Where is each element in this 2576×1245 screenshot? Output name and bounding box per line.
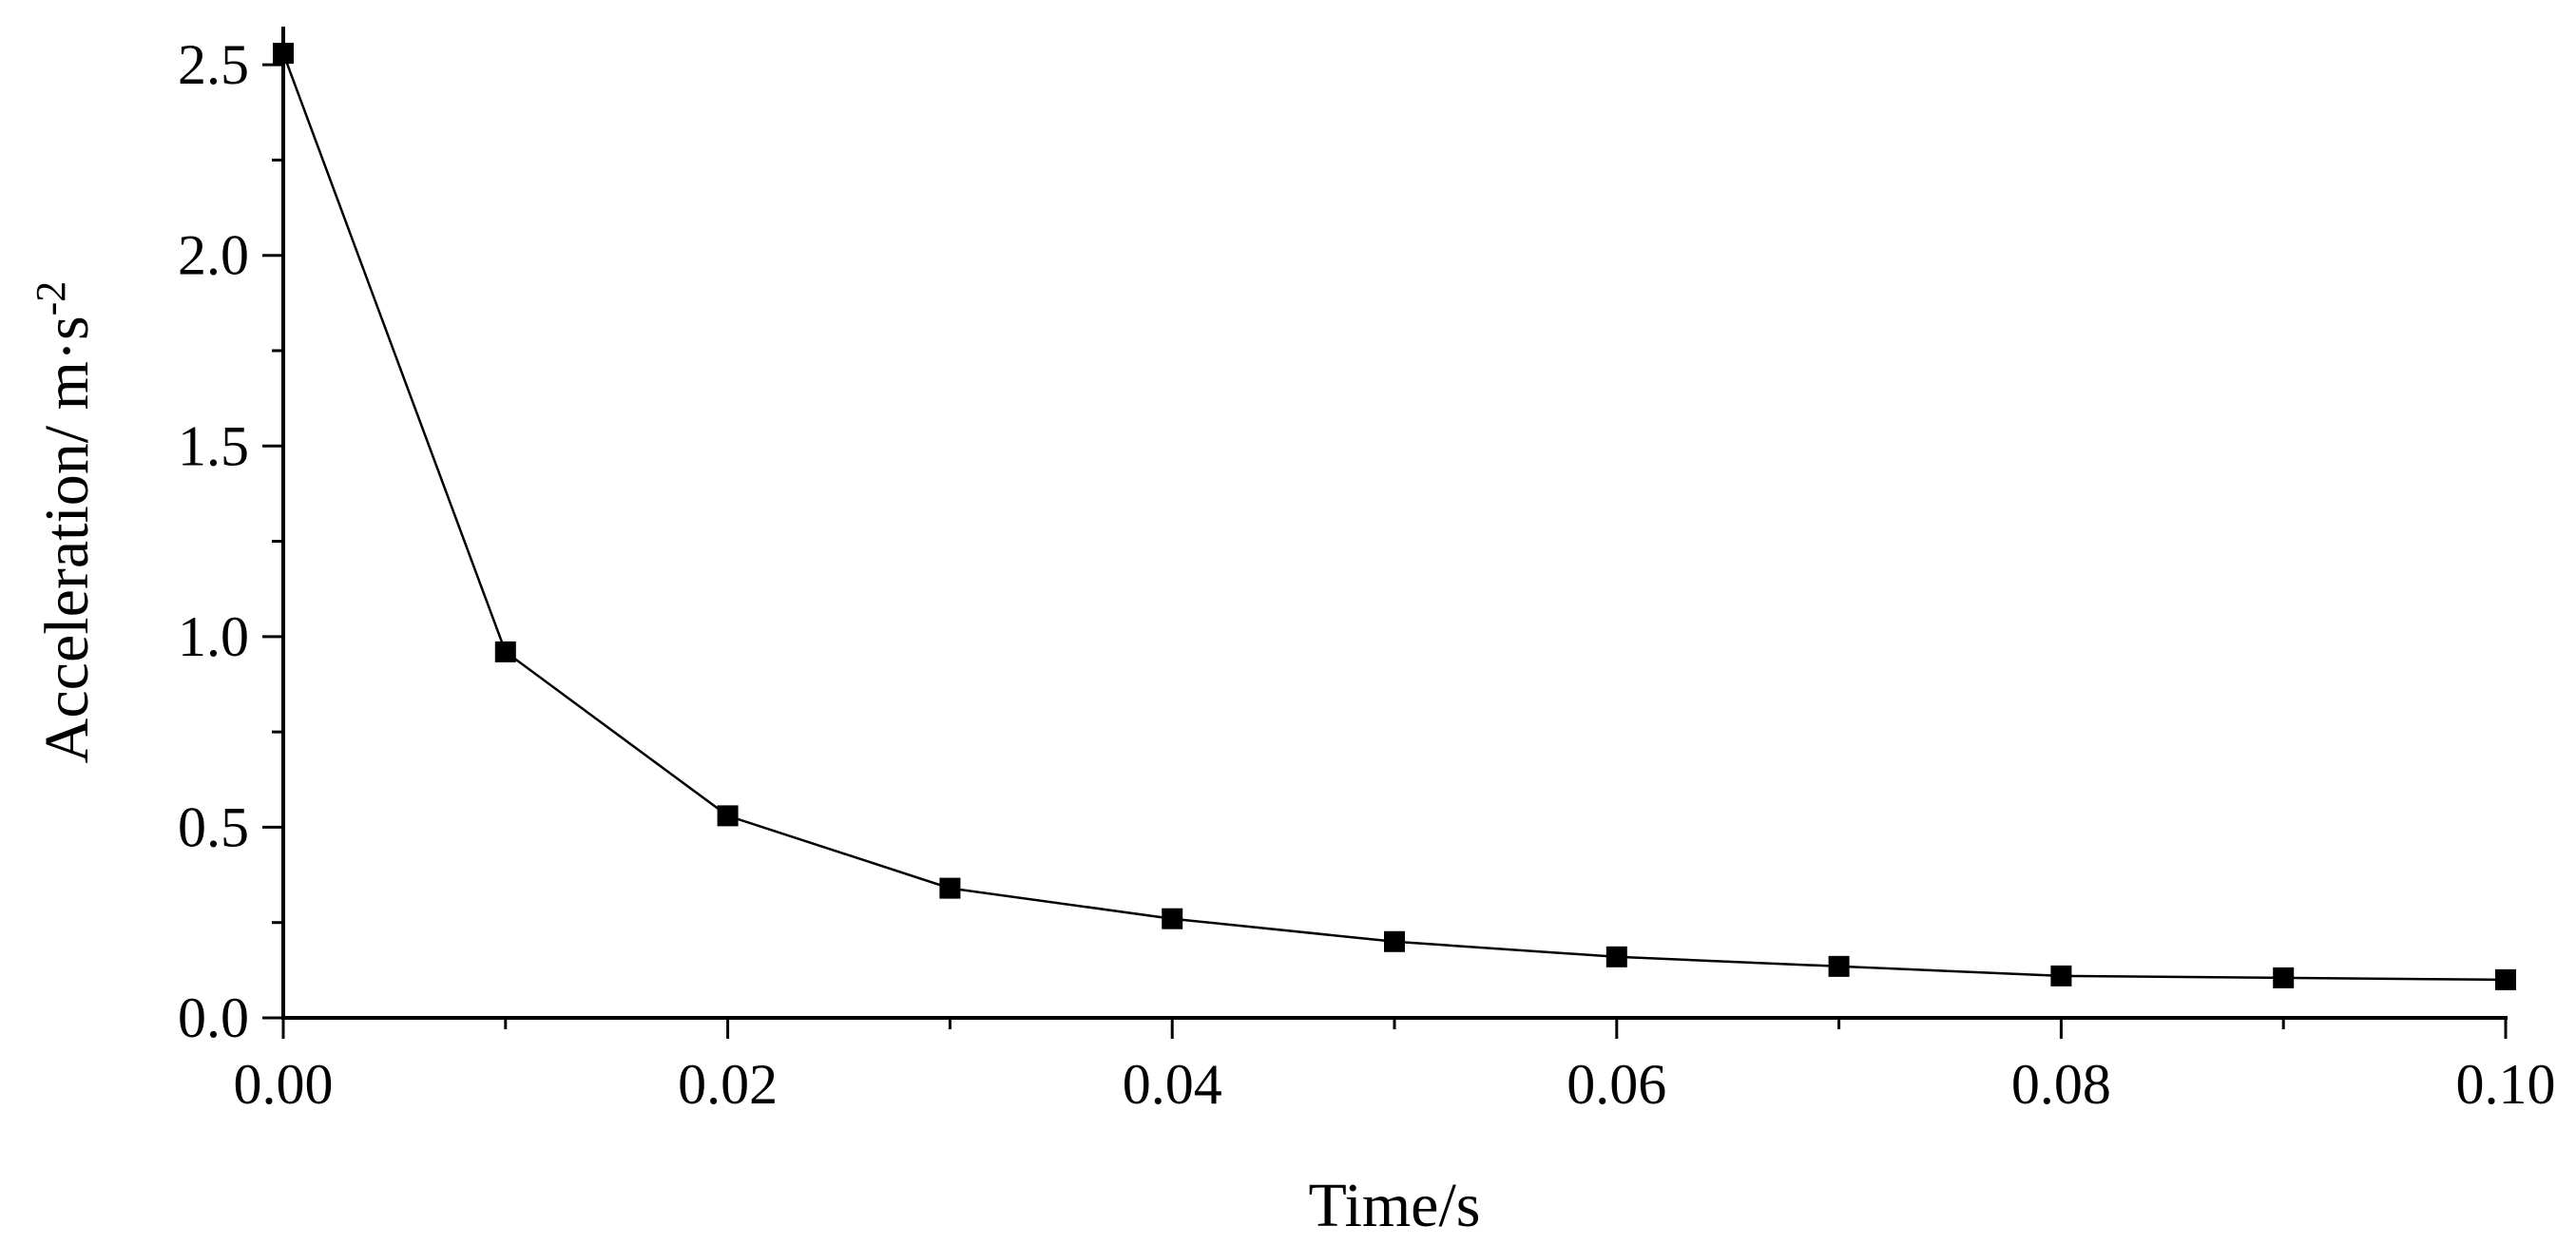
y-tick-label: 2.0 xyxy=(178,224,249,287)
x-tick-label: 0.04 xyxy=(1123,1053,1222,1116)
x-tick-label: 0.00 xyxy=(234,1053,334,1116)
series-line xyxy=(281,52,2507,982)
x-axis-title: Time/s xyxy=(1309,1171,1481,1240)
y-axis-title-main: Acceleration/ m·s xyxy=(32,316,102,763)
data-point-marker xyxy=(2050,965,2072,986)
data-point-marker xyxy=(1605,946,1627,967)
data-point-marker xyxy=(1162,908,1183,929)
data-point-marker xyxy=(717,805,739,827)
y-tick-label: 2.5 xyxy=(178,33,249,96)
y-tick-label: 1.5 xyxy=(178,414,249,477)
data-point-marker xyxy=(2495,968,2516,990)
data-point-marker xyxy=(1828,955,1850,977)
series-layer xyxy=(273,43,2516,990)
y-tick-label: 0.5 xyxy=(178,795,249,858)
y-tick-label: 1.0 xyxy=(178,605,249,668)
data-point-marker xyxy=(1384,930,1405,952)
data-point-marker xyxy=(939,877,961,899)
data-point-marker xyxy=(494,641,516,662)
y-axis-title-superscript: -2 xyxy=(28,281,74,316)
y-tick-label: 0.0 xyxy=(178,986,249,1049)
x-tick-label: 0.10 xyxy=(2456,1053,2556,1116)
y-axis-title: Acceleration/ m·s-2 xyxy=(28,281,103,764)
data-point-marker xyxy=(2273,967,2295,988)
x-tick-label: 0.08 xyxy=(2011,1053,2111,1116)
ticks-layer: 0.00 0.02 0.04 0.06 0.08 0.10 0.0 0.5 1.0 1.5 2.0 2… xyxy=(178,33,2556,1116)
x-tick-label: 0.02 xyxy=(678,1053,778,1116)
x-tick-label: 0.06 xyxy=(1567,1053,1666,1116)
